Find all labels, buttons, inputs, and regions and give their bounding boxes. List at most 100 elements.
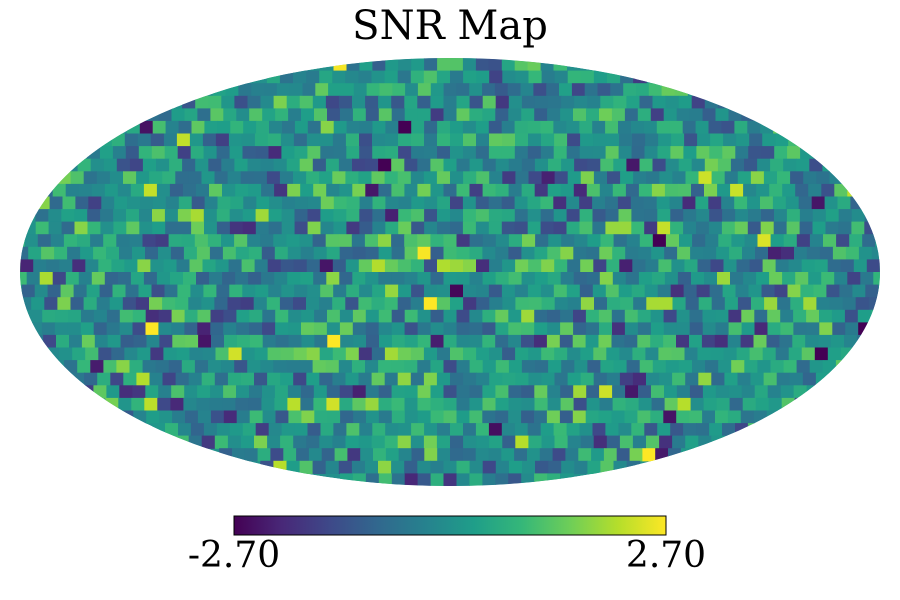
sky-pixel (475, 196, 490, 210)
sky-pixel (59, 259, 73, 273)
sky-pixel (456, 360, 471, 374)
sky-pixel (300, 385, 315, 399)
sky-pixel (210, 322, 224, 336)
sky-pixel (508, 460, 523, 474)
sky-pixel (62, 196, 76, 210)
sky-pixel (204, 196, 219, 210)
sky-pixel (573, 397, 588, 412)
sky-pixel (626, 234, 641, 248)
sky-pixel (229, 221, 244, 235)
sky-pixel (495, 410, 509, 424)
sky-pixel (345, 133, 360, 147)
sky-pixel (191, 120, 205, 135)
sky-pixel (288, 309, 302, 323)
sky-pixel (145, 385, 159, 399)
sky-pixel (573, 108, 587, 122)
sky-pixel (430, 246, 445, 260)
sky-pixel (607, 171, 621, 185)
sky-pixel (430, 83, 445, 97)
sky-pixel (215, 347, 230, 361)
sky-pixel (194, 234, 209, 248)
sky-pixel (663, 334, 677, 349)
sky-pixel (813, 284, 827, 298)
sky-pixel (755, 246, 769, 260)
sky-pixel (78, 272, 93, 286)
sky-pixel (788, 133, 802, 147)
sky-pixel (268, 284, 282, 298)
sky-pixel (261, 397, 275, 412)
sky-pixel (410, 171, 425, 185)
sky-pixel (404, 397, 419, 412)
sky-pixel (677, 397, 692, 412)
sky-pixel (437, 58, 451, 72)
sky-pixel (378, 322, 393, 336)
sky-pixel (372, 423, 386, 437)
sky-pixel (423, 171, 438, 185)
sky-pixel (724, 372, 739, 386)
sky-pixel (117, 183, 132, 198)
sky-pixel (404, 108, 419, 122)
sky-pixel (73, 284, 88, 298)
sky-pixel (837, 196, 851, 210)
sky-pixel (424, 133, 438, 147)
sky-pixel (177, 146, 192, 160)
sky-pixel (372, 209, 386, 223)
sky-pixel (851, 209, 866, 223)
sky-pixel (152, 221, 166, 235)
sky-pixel (130, 183, 145, 198)
sky-pixel (325, 234, 340, 248)
sky-pixel (592, 221, 606, 235)
sky-pixel (813, 146, 827, 160)
sky-pixel (152, 423, 166, 437)
sky-pixel (489, 435, 503, 449)
sky-pixel (586, 246, 600, 260)
sky-pixel (696, 221, 710, 235)
sky-pixel (172, 410, 186, 424)
sky-pixel (358, 297, 373, 311)
sky-pixel (672, 372, 686, 386)
sky-pixel (777, 171, 791, 185)
sky-pixel (508, 108, 522, 122)
sky-pixel (325, 360, 340, 374)
sky-pixel (378, 385, 393, 399)
sky-pixel (618, 284, 633, 298)
sky-pixel (495, 95, 510, 109)
sky-pixel (508, 272, 523, 286)
sky-pixel (443, 460, 458, 474)
sky-pixel (463, 133, 477, 147)
sky-pixel (572, 410, 587, 424)
sky-pixel (515, 297, 530, 311)
sky-pixel (646, 297, 660, 311)
sky-pixel (613, 95, 627, 109)
sky-pixel (790, 297, 804, 311)
sky-pixel (527, 448, 541, 462)
sky-pixel (241, 347, 256, 361)
sky-pixel (77, 158, 92, 172)
sky-pixel (248, 183, 262, 198)
sky-pixel (299, 95, 314, 109)
sky-pixel (548, 360, 562, 374)
sky-pixel (301, 108, 315, 122)
sky-pixel (332, 133, 347, 147)
sky-pixel (502, 259, 516, 273)
sky-pixel (203, 284, 217, 298)
sky-pixel (299, 158, 314, 172)
sky-pixel (208, 158, 222, 172)
sky-pixel (391, 385, 406, 399)
sky-pixel (507, 83, 522, 97)
sky-pixel (586, 397, 601, 412)
sky-pixel (463, 209, 477, 223)
sky-pixel (709, 284, 724, 298)
sky-pixel (476, 435, 490, 449)
sky-pixel (744, 360, 758, 374)
sky-pixel (546, 83, 560, 97)
sky-pixel (294, 423, 309, 437)
sky-pixel (643, 120, 658, 135)
sky-pixel (663, 410, 677, 424)
sky-pixel (789, 372, 804, 386)
sky-pixel (365, 158, 379, 172)
sky-pixel (633, 297, 647, 311)
sky-pixel (20, 246, 29, 260)
sky-pixel (306, 297, 320, 311)
sky-pixel (652, 234, 667, 248)
